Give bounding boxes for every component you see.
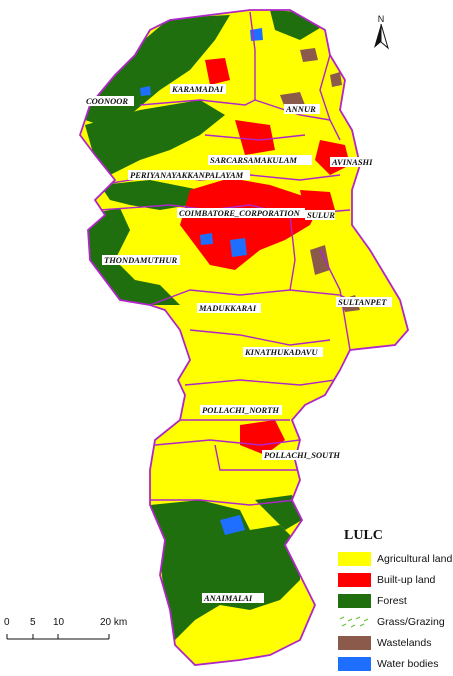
- swatch-wastelands: [338, 635, 371, 650]
- label-pollachi-south: POLLACHI_SOUTH: [262, 450, 344, 460]
- water-3: [220, 515, 245, 535]
- district-boundary: [78, 9, 409, 666]
- north-arrow-icon: [374, 23, 389, 50]
- svg-text:SARCARSAMAKULAM: SARCARSAMAKULAM: [210, 155, 297, 165]
- legend-label: Grass/Grazing: [377, 615, 445, 628]
- forest-west: [85, 208, 180, 305]
- swatch-builtup: [338, 572, 371, 587]
- scale-tick-0: 0: [4, 617, 10, 628]
- svg-text:POLLACHI_NORTH: POLLACHI_NORTH: [202, 405, 279, 415]
- forest-south: [150, 500, 300, 640]
- legend-item-forest: Forest: [338, 590, 450, 611]
- north-letter: N: [377, 14, 385, 24]
- wasteland-1: [310, 245, 330, 275]
- scale-bar-graphic: [6, 634, 110, 640]
- svg-text:SULTANPET: SULTANPET: [338, 297, 387, 307]
- svg-text:POLLACHI_SOUTH: POLLACHI_SOUTH: [264, 450, 340, 460]
- block-boundaries: [99, 11, 361, 506]
- label-annur: ANNUR: [284, 104, 320, 114]
- label-coimbatore-corporation: COIMBATORE_CORPORATION: [177, 208, 305, 218]
- scale-tick-10: 10: [53, 617, 65, 628]
- label-sarcarsamakulam: SARCARSAMAKULAM: [208, 155, 312, 165]
- legend-item-water: Water bodies: [338, 653, 450, 674]
- swatch-forest: [338, 593, 371, 608]
- builtup-sulur: [300, 190, 335, 215]
- swatch-agricultural: [338, 551, 371, 566]
- legend-title: LULC: [344, 528, 383, 543]
- legend-label: Forest: [377, 594, 407, 607]
- swatch-water: [338, 656, 371, 671]
- wasteland-4: [300, 48, 318, 62]
- svg-text:THONDAMUTHUR: THONDAMUTHUR: [104, 255, 178, 265]
- water-4: [140, 86, 151, 96]
- scale-bar: 0 5 10 20 km: [2, 617, 137, 657]
- block-labels: COONOOR KARAMADAI ANNUR SARCARSAMAKULAM …: [84, 84, 392, 603]
- label-anaimalai: ANAIMALAI: [202, 593, 264, 603]
- water-5: [200, 233, 213, 245]
- label-kinathukadavu: KINATHUKADAVU: [243, 347, 323, 357]
- north-arrow: N: [372, 14, 390, 55]
- forest-mid-west: [100, 180, 200, 210]
- legend-label: Water bodies: [377, 657, 439, 670]
- swatch-grass: [339, 615, 369, 628]
- label-avinashi: AVINASHI: [330, 157, 380, 167]
- builtup-sarcar: [235, 120, 275, 155]
- forest-northeast: [270, 10, 320, 40]
- water-1: [230, 238, 247, 257]
- forest-northwest: [85, 100, 225, 175]
- builtup-karamadai: [205, 58, 230, 85]
- label-sulur: SULUR: [305, 210, 335, 220]
- legend-label: Agricultural land: [377, 552, 453, 565]
- legend-item-grass: Grass/Grazing: [338, 611, 450, 632]
- legend-label: Wastelands: [377, 636, 432, 649]
- label-pollachi-north: POLLACHI_NORTH: [200, 405, 282, 415]
- legend-item-wastelands: Wastelands: [338, 632, 450, 653]
- label-coonoor: COONOOR: [84, 96, 134, 106]
- svg-text:ANAIMALAI: ANAIMALAI: [203, 593, 253, 603]
- svg-text:KINATHUKADAVU: KINATHUKADAVU: [244, 347, 318, 357]
- svg-text:KARAMADAI: KARAMADAI: [171, 84, 224, 94]
- builtup-pollachi: [240, 420, 285, 455]
- label-sultanpet: SULTANPET: [336, 297, 392, 307]
- svg-text:MADUKKARAI: MADUKKARAI: [198, 303, 257, 313]
- svg-text:COIMBATORE_CORPORATION: COIMBATORE_CORPORATION: [179, 208, 301, 218]
- legend-item-builtup: Built-up land: [338, 569, 450, 590]
- label-madukkarai: MADUKKARAI: [197, 303, 261, 313]
- scale-tick-20: 20 km: [100, 617, 128, 628]
- wasteland-5: [330, 72, 342, 87]
- svg-text:COONOOR: COONOOR: [86, 96, 128, 106]
- svg-text:ANNUR: ANNUR: [285, 104, 316, 114]
- legend: LULC Agricultural land Built-up land For…: [338, 528, 453, 674]
- label-thondamuthur: THONDAMUTHUR: [102, 255, 180, 265]
- builtup-coimbatore: [180, 178, 320, 270]
- legend-item-agricultural: Agricultural land: [338, 548, 453, 569]
- svg-text:AVINASHI: AVINASHI: [331, 157, 373, 167]
- scale-tick-5: 5: [30, 617, 36, 628]
- label-periyanayakkanpalayam: PERIYANAYAKKANPALAYAM: [128, 170, 250, 180]
- label-karamadai: KARAMADAI: [170, 84, 226, 94]
- svg-text:PERIYANAYAKKANPALAYAM: PERIYANAYAKKANPALAYAM: [130, 170, 244, 180]
- legend-label: Built-up land: [377, 573, 436, 586]
- svg-text:SULUR: SULUR: [307, 210, 335, 220]
